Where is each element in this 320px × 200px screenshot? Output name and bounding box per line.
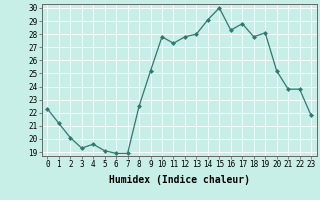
X-axis label: Humidex (Indice chaleur): Humidex (Indice chaleur) (109, 175, 250, 185)
